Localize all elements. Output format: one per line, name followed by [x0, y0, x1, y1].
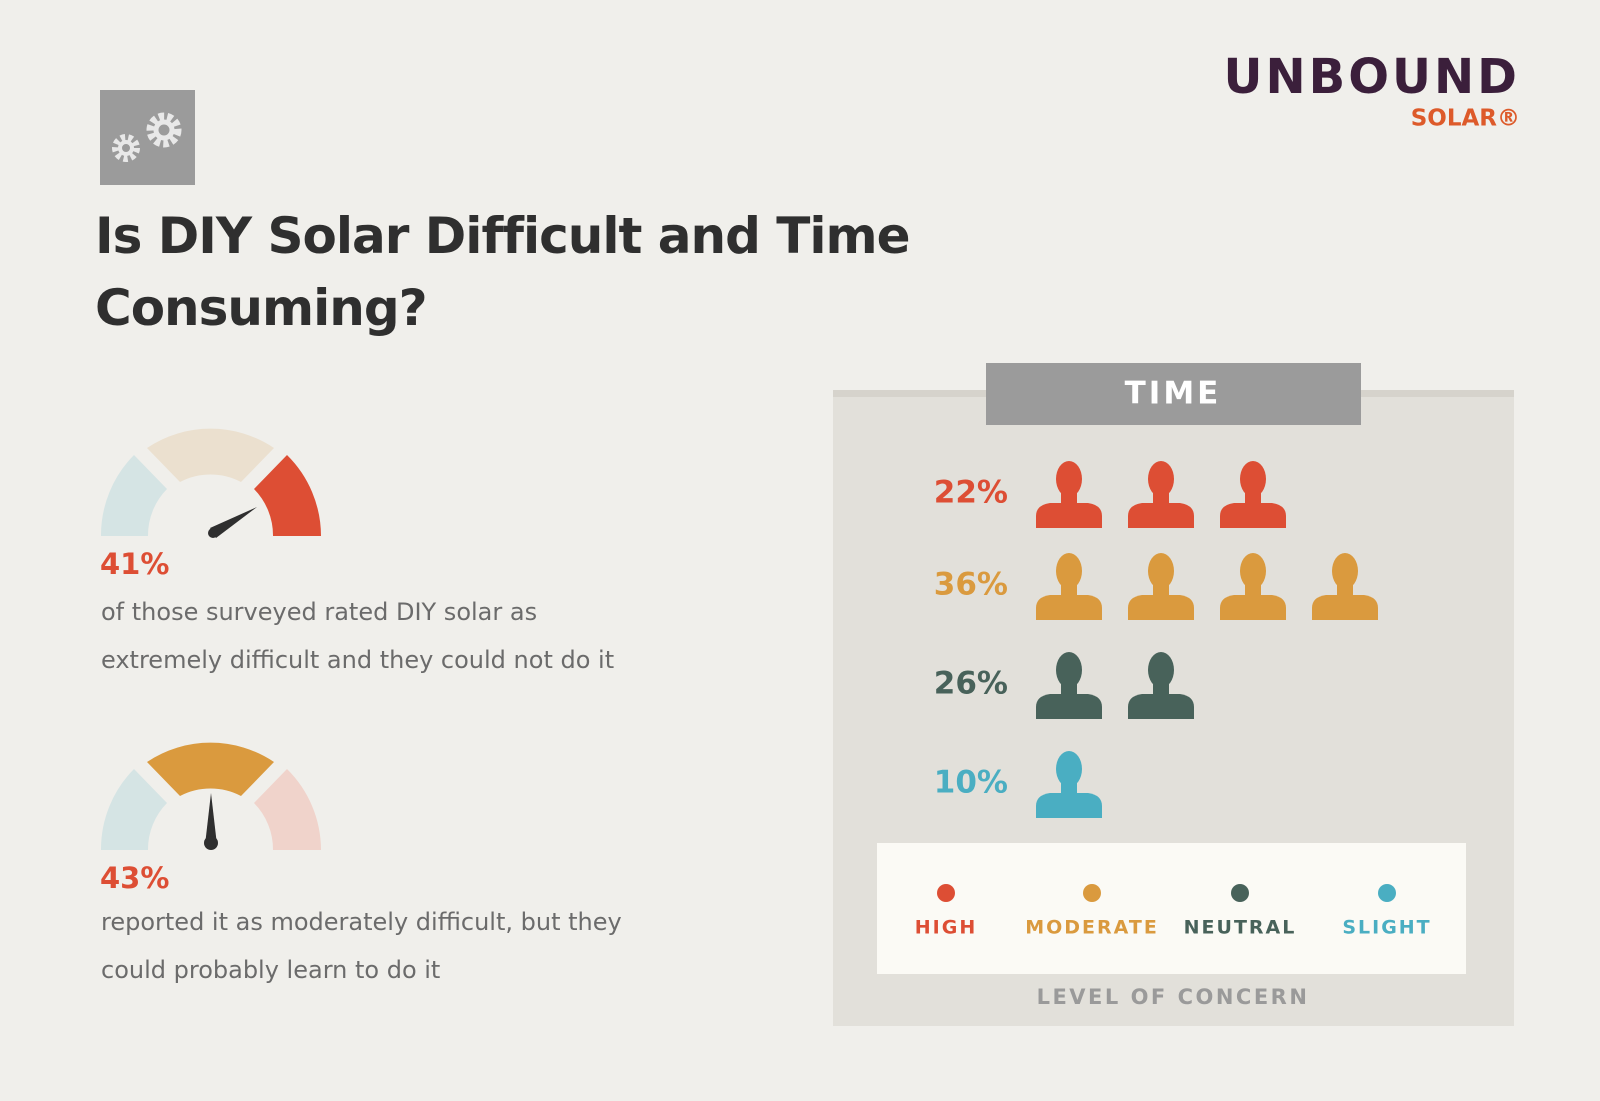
icon-neck [1061, 582, 1077, 596]
caption: LEVEL OF CONCERN [1037, 985, 1310, 1009]
icon-body [1220, 595, 1286, 620]
icon-body [1312, 595, 1378, 620]
logo-sub: SOLAR® [1411, 106, 1520, 132]
icon-neck [1061, 490, 1077, 504]
person-icon [1220, 461, 1286, 528]
person-icon [1036, 553, 1102, 620]
legend-box [877, 843, 1466, 974]
icon-body [1128, 503, 1194, 528]
icon-neck [1061, 681, 1077, 695]
icon-head [1056, 461, 1082, 497]
row-value: 36% [934, 567, 1008, 603]
legend-dot [1378, 884, 1396, 902]
icon-neck [1153, 681, 1169, 695]
icon-body [1036, 694, 1102, 719]
person-icon [1220, 553, 1286, 620]
icon-head [1332, 553, 1358, 589]
panel-tab [986, 363, 1361, 425]
legend-dot [937, 884, 955, 902]
person-icon [1036, 461, 1102, 528]
row-value: 22% [934, 475, 1008, 511]
icon-body [1036, 595, 1102, 620]
legend-label: NEUTRAL [1184, 917, 1297, 939]
icon-neck [1061, 780, 1077, 794]
title: Is DIY Solar Difficult and Time Consumin… [95, 207, 911, 337]
icon-head [1240, 553, 1266, 589]
icon-body [1036, 793, 1102, 818]
gauge-value: 41% [100, 547, 170, 581]
row-value: 10% [934, 765, 1008, 801]
icon-head [1240, 461, 1266, 497]
icon-head [1056, 553, 1082, 589]
person-icon [1312, 553, 1378, 620]
gauge [100, 742, 321, 850]
gauge-value: 43% [100, 861, 170, 895]
legend-label: MODERATE [1025, 917, 1159, 939]
gauge-text: of those surveyed rated DIY solar as ext… [101, 598, 615, 674]
icon-head [1056, 751, 1082, 787]
person-icon [1036, 652, 1102, 719]
gauge-text: reported it as moderately difficult, but… [101, 908, 622, 984]
legend-label: HIGH [915, 917, 977, 939]
person-icon [1128, 652, 1194, 719]
gears [112, 112, 182, 162]
icon-neck [1245, 490, 1261, 504]
icon-head [1148, 652, 1174, 688]
icon-neck [1245, 582, 1261, 596]
icon-body [1036, 503, 1102, 528]
legend-dot [1083, 884, 1101, 902]
icon-head [1148, 553, 1174, 589]
gauge [100, 428, 321, 538]
person-icon [1128, 461, 1194, 528]
icon-head [1056, 652, 1082, 688]
icon-neck [1153, 490, 1169, 504]
row-value: 26% [934, 666, 1008, 702]
gear-box [100, 90, 195, 185]
icon-neck [1337, 582, 1353, 596]
icon-head [1148, 461, 1174, 497]
person-icon [1036, 751, 1102, 818]
panel-title: TIME [1125, 376, 1222, 412]
person-icon [1128, 553, 1194, 620]
icon-neck [1153, 582, 1169, 596]
legend-dot [1231, 884, 1249, 902]
logo-name: UNBOUND [1223, 49, 1520, 105]
icon-body [1220, 503, 1286, 528]
icon-body [1128, 694, 1194, 719]
legend-label: SLIGHT [1342, 917, 1431, 939]
icon-body [1128, 595, 1194, 620]
